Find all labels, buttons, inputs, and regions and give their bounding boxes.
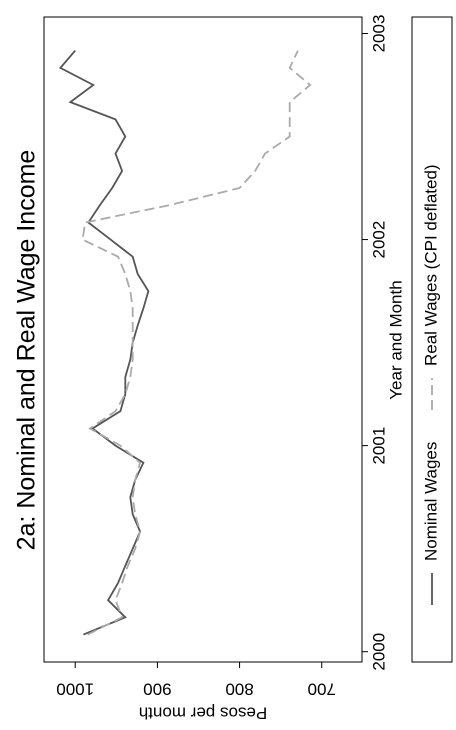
chart-title: 2a: Nominal and Real Wage Income — [13, 150, 41, 551]
y-tick-label: 900 — [143, 680, 171, 699]
y-tick-label: 800 — [225, 680, 253, 699]
plot-frame — [43, 16, 363, 663]
x-tick-label: 2001 — [369, 427, 388, 465]
x-tick-label: 2003 — [369, 15, 388, 53]
legend-box — [411, 16, 453, 663]
x-tick-label: 2000 — [369, 633, 388, 671]
y-tick-label: 700 — [308, 680, 336, 699]
series-line — [81, 50, 312, 636]
legend-label: Real Wages (CPI deflated) — [421, 164, 440, 366]
x-axis-title: Year and Month — [386, 280, 405, 399]
y-axis-title: Pesos per month — [139, 704, 268, 723]
y-tick-label: 1000 — [56, 680, 94, 699]
chart-body: 2a: Nominal and Real Wage Income Year an… — [13, 15, 453, 723]
legend-label: Nominal Wages — [421, 442, 440, 561]
x-tick-label: 2002 — [369, 221, 388, 259]
